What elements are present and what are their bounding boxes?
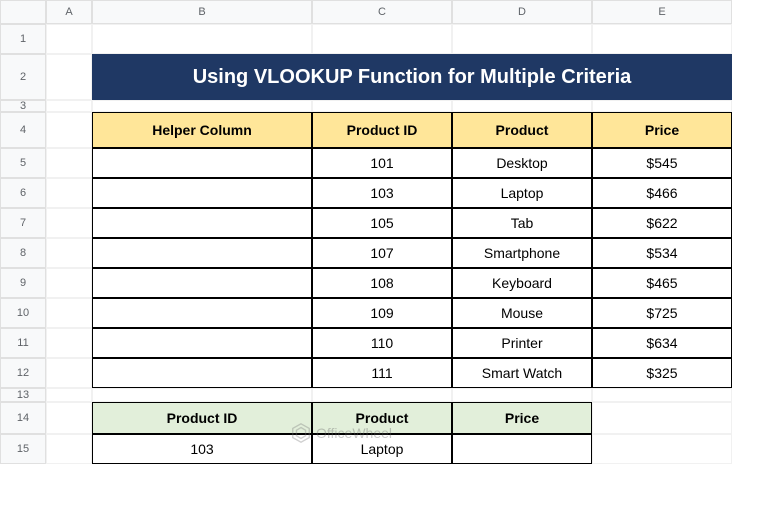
t1-r7-helper[interactable] (92, 358, 312, 388)
cell-a3[interactable] (46, 100, 92, 112)
cell-a2[interactable] (46, 54, 92, 100)
t1-header-price[interactable]: Price (592, 112, 732, 148)
t1-r4-id[interactable]: 108 (312, 268, 452, 298)
t1-r6-helper[interactable] (92, 328, 312, 358)
cell-e1[interactable] (592, 24, 732, 54)
cell-d13[interactable] (452, 388, 592, 402)
select-all-corner[interactable] (0, 0, 46, 24)
cell-a15[interactable] (46, 434, 92, 464)
col-head-e[interactable]: E (592, 0, 732, 24)
t1-r3-id[interactable]: 107 (312, 238, 452, 268)
cell-b1[interactable] (92, 24, 312, 54)
cell-a13[interactable] (46, 388, 92, 402)
t1-header-productid[interactable]: Product ID (312, 112, 452, 148)
t1-r5-price[interactable]: $725 (592, 298, 732, 328)
t1-r2-id[interactable]: 105 (312, 208, 452, 238)
cell-a8[interactable] (46, 238, 92, 268)
t1-r1-helper[interactable] (92, 178, 312, 208)
t2-row-id[interactable]: 103 (92, 434, 312, 464)
row-head-4[interactable]: 4 (0, 112, 46, 148)
cell-d3[interactable] (452, 100, 592, 112)
t1-r0-id[interactable]: 101 (312, 148, 452, 178)
t1-r6-id[interactable]: 110 (312, 328, 452, 358)
t2-header-price[interactable]: Price (452, 402, 592, 434)
t1-r0-price[interactable]: $545 (592, 148, 732, 178)
row-head-3[interactable]: 3 (0, 100, 46, 112)
cell-a14[interactable] (46, 402, 92, 434)
cell-e15[interactable] (592, 434, 732, 464)
t1-header-helper[interactable]: Helper Column (92, 112, 312, 148)
t1-r3-helper[interactable] (92, 238, 312, 268)
col-head-d[interactable]: D (452, 0, 592, 24)
t1-r1-price[interactable]: $466 (592, 178, 732, 208)
t1-r0-helper[interactable] (92, 148, 312, 178)
col-head-b[interactable]: B (92, 0, 312, 24)
t1-r3-price[interactable]: $534 (592, 238, 732, 268)
cell-c13[interactable] (312, 388, 452, 402)
t1-r4-product[interactable]: Keyboard (452, 268, 592, 298)
cell-e13[interactable] (592, 388, 732, 402)
t1-r2-product[interactable]: Tab (452, 208, 592, 238)
t1-r6-product[interactable]: Printer (452, 328, 592, 358)
cell-a12[interactable] (46, 358, 92, 388)
t1-header-product[interactable]: Product (452, 112, 592, 148)
t2-row-price[interactable] (452, 434, 592, 464)
t1-r7-price[interactable]: $325 (592, 358, 732, 388)
cell-c1[interactable] (312, 24, 452, 54)
t1-r1-product[interactable]: Laptop (452, 178, 592, 208)
t1-r5-product[interactable]: Mouse (452, 298, 592, 328)
row-head-10[interactable]: 10 (0, 298, 46, 328)
cell-c3[interactable] (312, 100, 452, 112)
t1-r0-product[interactable]: Desktop (452, 148, 592, 178)
t2-header-product[interactable]: Product (312, 402, 452, 434)
t1-r7-id[interactable]: 111 (312, 358, 452, 388)
row-head-11[interactable]: 11 (0, 328, 46, 358)
t1-r4-helper[interactable] (92, 268, 312, 298)
cell-e14[interactable] (592, 402, 732, 434)
row-head-12[interactable]: 12 (0, 358, 46, 388)
t1-r6-price[interactable]: $634 (592, 328, 732, 358)
row-head-8[interactable]: 8 (0, 238, 46, 268)
cell-b3[interactable] (92, 100, 312, 112)
cell-b13[interactable] (92, 388, 312, 402)
row-head-7[interactable]: 7 (0, 208, 46, 238)
t1-r7-product[interactable]: Smart Watch (452, 358, 592, 388)
t1-r1-id[interactable]: 103 (312, 178, 452, 208)
cell-a9[interactable] (46, 268, 92, 298)
t1-r5-helper[interactable] (92, 298, 312, 328)
cell-a5[interactable] (46, 148, 92, 178)
cell-a6[interactable] (46, 178, 92, 208)
row-head-9[interactable]: 9 (0, 268, 46, 298)
cell-a4[interactable] (46, 112, 92, 148)
col-head-a[interactable]: A (46, 0, 92, 24)
row-head-15[interactable]: 15 (0, 434, 46, 464)
row-head-1[interactable]: 1 (0, 24, 46, 54)
page-title[interactable]: Using VLOOKUP Function for Multiple Crit… (92, 54, 732, 100)
t1-r4-price[interactable]: $465 (592, 268, 732, 298)
cell-a11[interactable] (46, 328, 92, 358)
col-head-c[interactable]: C (312, 0, 452, 24)
cell-d1[interactable] (452, 24, 592, 54)
row-head-13[interactable]: 13 (0, 388, 46, 402)
row-head-2[interactable]: 2 (0, 54, 46, 100)
t1-r3-product[interactable]: Smartphone (452, 238, 592, 268)
cell-a10[interactable] (46, 298, 92, 328)
cell-e3[interactable] (592, 100, 732, 112)
cell-a1[interactable] (46, 24, 92, 54)
t2-header-productid[interactable]: Product ID (92, 402, 312, 434)
row-head-6[interactable]: 6 (0, 178, 46, 208)
row-head-14[interactable]: 14 (0, 402, 46, 434)
t1-r2-price[interactable]: $622 (592, 208, 732, 238)
t1-r5-id[interactable]: 109 (312, 298, 452, 328)
row-head-5[interactable]: 5 (0, 148, 46, 178)
t2-row-product[interactable]: Laptop (312, 434, 452, 464)
t1-r2-helper[interactable] (92, 208, 312, 238)
spreadsheet-grid: A B C D E 1 2 3 4 5 6 7 8 9 10 11 12 13 … (0, 0, 768, 464)
cell-a7[interactable] (46, 208, 92, 238)
